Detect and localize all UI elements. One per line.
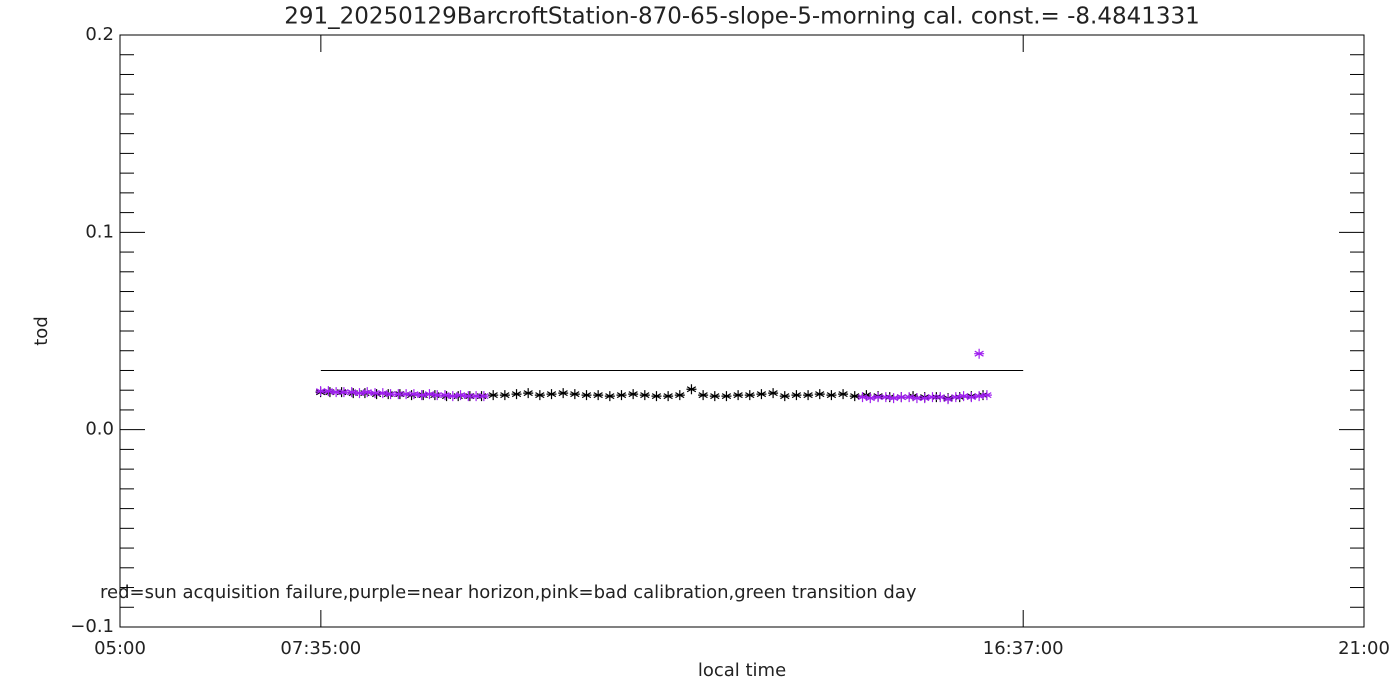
data-point — [616, 390, 627, 401]
data-point — [377, 388, 388, 399]
data-point — [401, 389, 412, 400]
data-point — [919, 393, 930, 404]
data-point — [686, 384, 697, 395]
data-point — [432, 390, 443, 401]
data-point — [904, 392, 915, 403]
data-point — [768, 388, 779, 399]
x-tick-label: 07:35:00 — [280, 638, 361, 659]
data-point — [779, 391, 790, 402]
y-tick-label: 0.1 — [85, 221, 114, 242]
data-point — [447, 391, 458, 402]
data-point — [323, 386, 334, 397]
data-point — [744, 390, 755, 401]
data-point — [534, 390, 545, 401]
chart-title: 291_20250129BarcroftStation-870-65-slope… — [284, 4, 1200, 30]
data-point — [974, 348, 985, 359]
data-point — [471, 391, 482, 402]
data-point — [709, 391, 720, 402]
data-point — [733, 390, 744, 401]
x-tick-label: 05:00 — [94, 638, 146, 659]
data-point — [814, 389, 825, 400]
data-point — [569, 389, 580, 400]
data-point — [935, 392, 946, 403]
data-point — [439, 390, 450, 401]
data-point — [478, 391, 489, 402]
y-tick-label: 0.2 — [85, 24, 114, 45]
data-point — [331, 387, 342, 398]
data-point — [857, 392, 868, 403]
annotation: red=sun acquisition failure,purple=near … — [100, 582, 917, 603]
x-tick-label: 21:00 — [1338, 638, 1390, 659]
data-point — [604, 391, 615, 402]
data-point — [346, 387, 357, 398]
data-point — [698, 390, 709, 401]
data-point — [408, 389, 419, 400]
data-point — [546, 389, 557, 400]
data-point — [385, 389, 396, 400]
data-point — [628, 389, 639, 400]
data-point — [558, 388, 569, 399]
data-point — [966, 392, 977, 403]
data-point — [950, 392, 961, 403]
data-point — [651, 391, 662, 402]
data-point — [499, 390, 510, 401]
data-point — [511, 389, 522, 400]
data-point — [880, 392, 891, 403]
data-point — [838, 389, 849, 400]
data-point — [362, 387, 373, 398]
data-point — [674, 390, 685, 401]
data-point — [338, 387, 349, 398]
data-point — [639, 390, 650, 401]
data-point — [424, 389, 435, 400]
data-point — [981, 390, 992, 401]
data-point — [488, 390, 499, 401]
x-tick-label: 16:37:00 — [983, 638, 1064, 659]
x-axis-label: local time — [698, 660, 786, 681]
data-point — [455, 390, 466, 401]
data-point — [803, 390, 814, 401]
data-point — [865, 393, 876, 404]
y-tick-label: −0.1 — [70, 616, 114, 637]
plot-frame — [119, 34, 1365, 628]
data-point — [463, 391, 474, 402]
data-point — [721, 391, 732, 402]
data-point — [943, 394, 954, 405]
data-point — [873, 392, 884, 403]
data-point — [826, 390, 837, 401]
data-point — [663, 391, 674, 402]
data-point — [927, 392, 938, 403]
y-tick-label: 0.0 — [85, 419, 114, 440]
data-point — [393, 389, 404, 400]
data-point — [756, 389, 767, 400]
data-point — [523, 388, 534, 399]
data-point — [370, 388, 381, 399]
y-axis-label: tod — [31, 316, 52, 346]
data-point — [791, 390, 802, 401]
data-point — [911, 393, 922, 404]
data-point — [888, 393, 899, 404]
data-point — [593, 390, 604, 401]
data-point — [354, 388, 365, 399]
data-point — [849, 391, 860, 402]
data-point — [581, 390, 592, 401]
data-point — [958, 391, 969, 402]
data-point — [315, 386, 326, 397]
data-point — [974, 391, 985, 402]
data-point — [416, 390, 427, 401]
data-point — [896, 392, 907, 403]
